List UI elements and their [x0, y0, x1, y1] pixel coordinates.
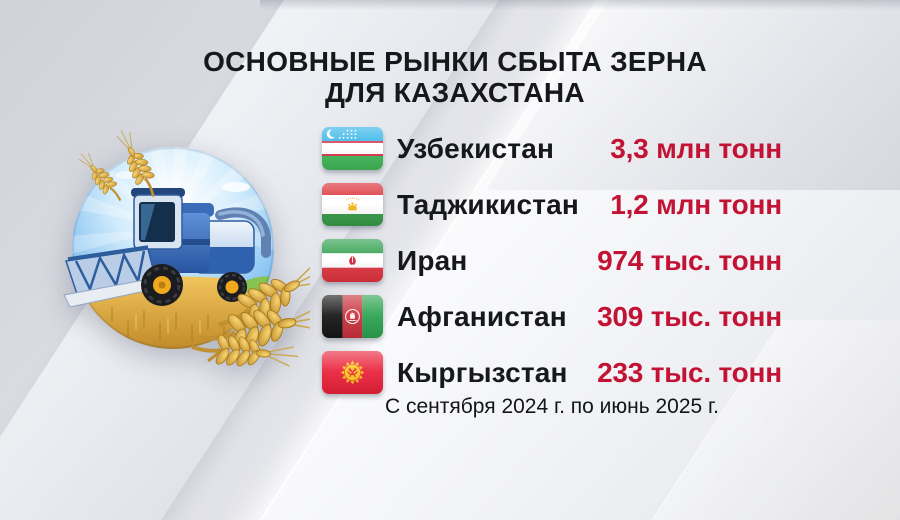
markets-list: Узбекистан 3,3 млн тонн — [322, 126, 782, 406]
harvester-badge — [40, 115, 310, 385]
country-label: Таджикистан — [397, 188, 580, 220]
country-label: Иран — [397, 244, 468, 276]
tonnage-value: 233 тыс. тонн — [597, 356, 782, 388]
tonnage-value: 309 тыс. тонн — [597, 300, 782, 332]
combine-harvester-wheat-icon — [63, 123, 310, 375]
market-row-afghanistan: Афганистан 309 тыс. тонн — [322, 294, 782, 339]
wheat-ears — [72, 123, 310, 375]
title-line-1: ОСНОВНЫЕ РЫНКИ СБЫТА ЗЕРНА — [203, 46, 707, 77]
afghanistan-flag-icon — [322, 295, 383, 338]
country-label: Афганистан — [397, 300, 567, 332]
iran-flag-icon — [322, 239, 383, 282]
market-row-kyrgyzstan: Кыргызстан 233 тыс. тонн — [322, 350, 782, 395]
market-row-iran: Иран 974 тыс. тонн — [322, 238, 782, 283]
kyrgyzstan-flag-icon — [322, 351, 383, 394]
combine-harvester — [63, 188, 271, 308]
market-row-uzbekistan: Узбекистан 3,3 млн тонн — [322, 126, 782, 171]
tonnage-value: 3,3 млн тонн — [610, 132, 782, 164]
page-title: ОСНОВНЫЕ РЫНКИ СБЫТА ЗЕРНА ДЛЯ КАЗАХСТАН… — [150, 46, 760, 108]
tonnage-value: 974 тыс. тонн — [597, 244, 782, 276]
uzbekistan-flag-icon — [322, 127, 383, 170]
background-shade — [260, 0, 900, 10]
country-label: Узбекистан — [397, 132, 555, 164]
tajikistan-flag-icon — [322, 183, 383, 226]
title-line-2: ДЛЯ КАЗАХСТАНА — [325, 77, 585, 108]
country-label: Кыргызстан — [397, 356, 568, 388]
market-row-tajikistan: Таджикистан 1,2 млн тонн — [322, 182, 782, 227]
period-note: С сентября 2024 г. по июнь 2025 г. — [385, 395, 719, 418]
tonnage-value: 1,2 млн тонн — [610, 188, 782, 220]
